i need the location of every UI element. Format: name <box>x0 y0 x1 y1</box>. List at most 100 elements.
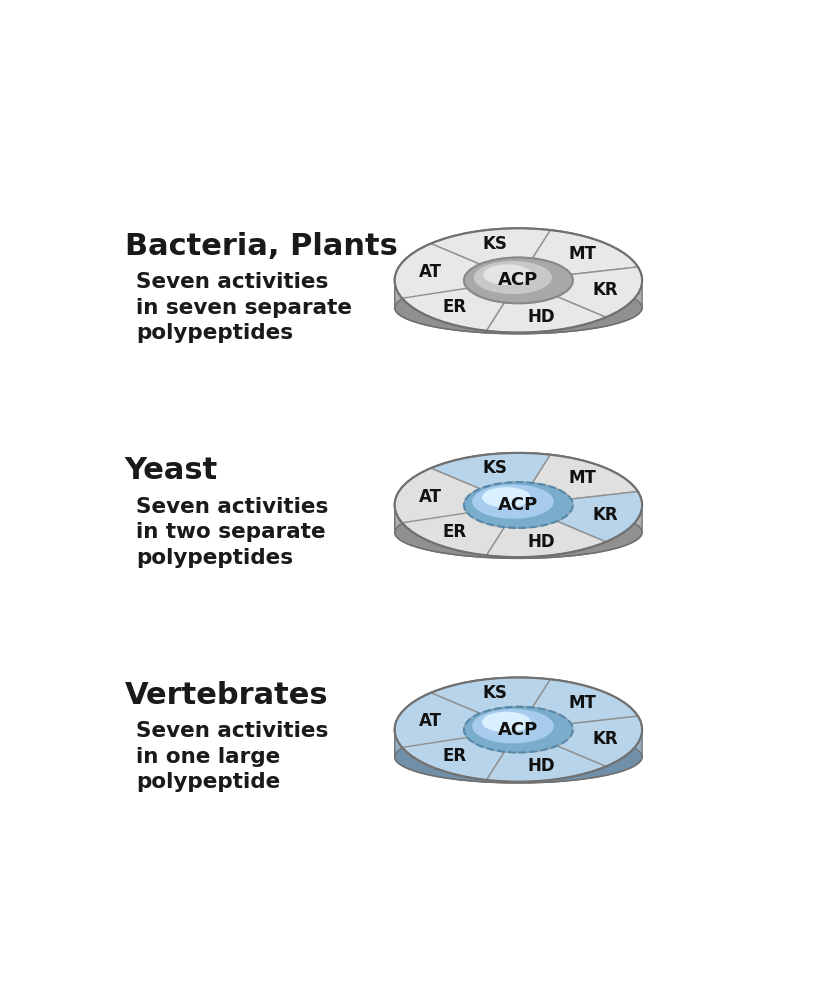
Text: KR: KR <box>593 730 618 748</box>
Text: ACP: ACP <box>498 496 538 514</box>
Polygon shape <box>395 305 642 331</box>
Polygon shape <box>395 732 642 738</box>
Polygon shape <box>395 749 642 770</box>
Polygon shape <box>486 746 606 782</box>
Text: Seven activities
in seven separate
polypeptides: Seven activities in seven separate polyp… <box>136 272 352 343</box>
Polygon shape <box>431 228 550 264</box>
Text: KS: KS <box>482 684 507 702</box>
Polygon shape <box>395 302 642 326</box>
Text: AT: AT <box>418 263 442 281</box>
Polygon shape <box>399 511 504 555</box>
Polygon shape <box>533 679 638 724</box>
Polygon shape <box>395 521 642 540</box>
Polygon shape <box>395 753 642 778</box>
Polygon shape <box>395 519 642 534</box>
Polygon shape <box>486 521 606 557</box>
Ellipse shape <box>482 487 531 508</box>
Polygon shape <box>395 693 480 747</box>
Ellipse shape <box>395 282 642 334</box>
Polygon shape <box>395 751 642 775</box>
Text: Yeast: Yeast <box>124 456 218 485</box>
Polygon shape <box>395 742 642 756</box>
Polygon shape <box>395 505 642 508</box>
Polygon shape <box>395 731 642 735</box>
Polygon shape <box>395 304 642 328</box>
Polygon shape <box>533 455 638 499</box>
Polygon shape <box>395 293 642 307</box>
Polygon shape <box>395 282 642 286</box>
Polygon shape <box>486 297 606 332</box>
Polygon shape <box>395 531 642 558</box>
Text: AT: AT <box>418 712 442 730</box>
Polygon shape <box>395 523 642 542</box>
Polygon shape <box>395 285 642 291</box>
Polygon shape <box>395 745 642 762</box>
Text: ACP: ACP <box>498 271 538 289</box>
Text: MT: MT <box>569 245 596 263</box>
Polygon shape <box>395 286 642 294</box>
Polygon shape <box>395 520 642 537</box>
Polygon shape <box>395 287 642 296</box>
Ellipse shape <box>395 678 642 782</box>
Polygon shape <box>431 453 550 489</box>
Polygon shape <box>395 528 642 553</box>
Text: ACP: ACP <box>498 721 538 739</box>
Polygon shape <box>395 306 642 334</box>
Polygon shape <box>557 492 642 542</box>
Polygon shape <box>395 736 642 746</box>
Polygon shape <box>395 289 642 299</box>
Ellipse shape <box>395 731 642 783</box>
Text: KS: KS <box>482 235 507 253</box>
Polygon shape <box>395 280 642 283</box>
Text: KR: KR <box>593 281 618 299</box>
Polygon shape <box>395 468 480 523</box>
Polygon shape <box>557 716 642 766</box>
Polygon shape <box>395 527 642 550</box>
Polygon shape <box>395 734 642 740</box>
Polygon shape <box>395 754 642 780</box>
Text: KR: KR <box>593 506 618 524</box>
Polygon shape <box>533 230 638 274</box>
Polygon shape <box>395 526 642 548</box>
Polygon shape <box>395 756 642 783</box>
Text: ER: ER <box>443 747 466 765</box>
Text: Seven activities
in two separate
polypeptides: Seven activities in two separate polypep… <box>136 497 328 568</box>
Polygon shape <box>395 300 642 320</box>
Polygon shape <box>395 506 642 510</box>
Ellipse shape <box>474 261 552 294</box>
Ellipse shape <box>472 709 554 743</box>
Polygon shape <box>395 741 642 754</box>
Polygon shape <box>395 524 642 545</box>
Ellipse shape <box>464 707 573 753</box>
Ellipse shape <box>395 228 642 332</box>
Ellipse shape <box>395 453 642 557</box>
Polygon shape <box>431 678 550 713</box>
Polygon shape <box>395 510 642 518</box>
Text: MT: MT <box>569 469 596 487</box>
Polygon shape <box>395 291 642 304</box>
Polygon shape <box>395 294 642 310</box>
Polygon shape <box>395 517 642 532</box>
Ellipse shape <box>395 506 642 558</box>
Polygon shape <box>395 747 642 767</box>
Polygon shape <box>395 509 642 516</box>
Polygon shape <box>395 244 480 298</box>
Polygon shape <box>395 283 642 288</box>
Polygon shape <box>557 267 642 317</box>
Polygon shape <box>399 286 504 331</box>
Polygon shape <box>395 295 642 312</box>
Text: HD: HD <box>528 533 555 551</box>
Polygon shape <box>395 750 642 772</box>
Polygon shape <box>395 735 642 743</box>
Polygon shape <box>395 739 642 751</box>
Ellipse shape <box>464 257 573 303</box>
Text: HD: HD <box>528 308 555 326</box>
Text: MT: MT <box>569 694 596 712</box>
Ellipse shape <box>472 484 554 519</box>
Text: Bacteria, Plants: Bacteria, Plants <box>124 232 397 261</box>
Polygon shape <box>395 513 642 524</box>
Polygon shape <box>395 515 642 526</box>
Polygon shape <box>395 301 642 323</box>
Text: ER: ER <box>443 298 466 316</box>
Polygon shape <box>395 512 642 521</box>
